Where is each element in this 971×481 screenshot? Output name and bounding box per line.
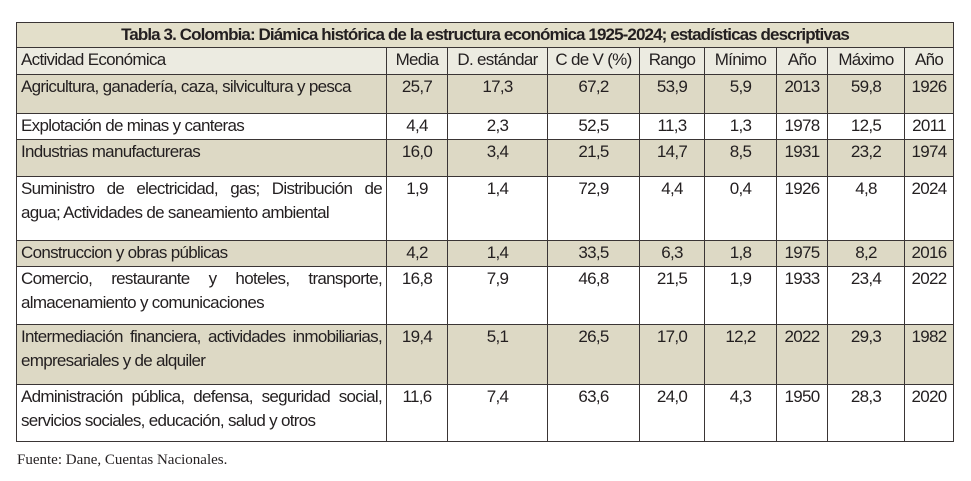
value-cell: 17,0 <box>639 324 705 385</box>
value-cell: 1950 <box>776 384 828 442</box>
activity-cell: Agricultura, ganadería, caza, silvicultu… <box>16 74 387 114</box>
statistics-table: Tabla 3. Colombia: Diámica histórica de … <box>15 22 955 442</box>
column-header: Actividad Económica <box>16 47 387 75</box>
value-cell: 46,8 <box>547 266 640 325</box>
value-cell: 14,7 <box>639 139 705 177</box>
value-cell: 67,2 <box>547 74 640 114</box>
value-cell: 12,5 <box>827 113 905 140</box>
value-cell: 21,5 <box>639 266 705 325</box>
value-cell: 24,0 <box>639 384 705 442</box>
value-cell: 1933 <box>776 266 828 325</box>
value-cell: 1,4 <box>447 240 548 267</box>
activity-cell: Suministro de electricidad, gas; Distrib… <box>16 176 387 241</box>
value-cell: 8,5 <box>704 139 777 177</box>
activity-cell: Administración pública, defensa, segurid… <box>16 384 387 442</box>
column-header: Año <box>903 47 955 75</box>
table-row: Agricultura, ganadería, caza, silvicultu… <box>16 74 955 114</box>
value-cell: 72,9 <box>547 176 640 241</box>
value-cell: 17,3 <box>447 74 548 114</box>
value-cell: 1975 <box>776 240 828 267</box>
value-cell: 19,4 <box>386 324 448 385</box>
value-cell: 33,5 <box>547 240 640 267</box>
value-cell: 26,5 <box>547 324 640 385</box>
value-cell: 1974 <box>903 139 955 177</box>
value-cell: 0,4 <box>704 176 777 241</box>
value-cell: 25,7 <box>386 74 448 114</box>
value-cell: 2024 <box>903 176 955 241</box>
value-cell: 5,9 <box>704 74 777 114</box>
value-cell: 12,2 <box>704 324 777 385</box>
value-cell: 1,9 <box>386 176 448 241</box>
value-cell: 21,5 <box>547 139 640 177</box>
value-cell: 2013 <box>776 74 828 114</box>
value-cell: 7,4 <box>447 384 548 442</box>
column-header: Media <box>386 47 448 75</box>
value-cell: 5,1 <box>447 324 548 385</box>
source-note: Fuente: Dane, Cuentas Nacionales. <box>17 452 228 468</box>
column-header: Año <box>776 47 828 75</box>
value-cell: 28,3 <box>827 384 905 442</box>
column-header: D. estándar <box>447 47 548 75</box>
value-cell: 2020 <box>903 384 955 442</box>
value-cell: 2022 <box>903 266 955 325</box>
value-cell: 1,9 <box>704 266 777 325</box>
activity-cell: Construccion y obras públicas <box>16 240 387 267</box>
value-cell: 2011 <box>903 113 955 140</box>
value-cell: 1931 <box>776 139 828 177</box>
value-cell: 11,6 <box>386 384 448 442</box>
value-cell: 2016 <box>903 240 955 267</box>
value-cell: 4,3 <box>704 384 777 442</box>
table-row: Explotación de minas y canteras 4,4 2,3 52,… <box>16 113 955 140</box>
value-cell: 1,4 <box>447 176 548 241</box>
value-cell: 2,3 <box>447 113 548 140</box>
activity-cell: Comercio, restaurante y hoteles, transpo… <box>16 266 387 325</box>
value-cell: 1,3 <box>704 113 777 140</box>
value-cell: 4,2 <box>386 240 448 267</box>
value-cell: 23,2 <box>827 139 905 177</box>
value-cell: 4,4 <box>386 113 448 140</box>
value-cell: 1926 <box>903 74 955 114</box>
value-cell: 1982 <box>903 324 955 385</box>
column-header: C de V (%) <box>547 47 640 75</box>
value-cell: 53,9 <box>639 74 705 114</box>
table-row: Intermediación financiera, actividades i… <box>16 324 955 385</box>
value-cell: 6,3 <box>639 240 705 267</box>
value-cell: 11,3 <box>639 113 705 140</box>
value-cell: 52,5 <box>547 113 640 140</box>
value-cell: 29,3 <box>827 324 905 385</box>
value-cell: 16,0 <box>386 139 448 177</box>
value-cell: 1926 <box>776 176 828 241</box>
table-row: Industrias manufactureras 16,0 3,4 21,5 14,7… <box>16 139 955 177</box>
column-header: Máximo <box>827 47 905 75</box>
value-cell: 63,6 <box>547 384 640 442</box>
header-row: Actividad Económica Media D. estándar C … <box>16 47 955 75</box>
value-cell: 1978 <box>776 113 828 140</box>
table-row: Administración pública, defensa, segurid… <box>16 384 955 442</box>
table-row: Construccion y obras públicas 4,2 1,4 33,5 6… <box>16 240 955 267</box>
value-cell: 23,4 <box>827 266 905 325</box>
table-row: Suministro de electricidad, gas; Distrib… <box>16 176 955 241</box>
value-cell: 2022 <box>776 324 828 385</box>
column-header: Rango <box>639 47 705 75</box>
activity-cell: Intermediación financiera, actividades i… <box>16 324 387 385</box>
value-cell: 4,4 <box>639 176 705 241</box>
value-cell: 4,8 <box>827 176 905 241</box>
activity-cell: Industrias manufactureras <box>16 139 387 177</box>
value-cell: 59,8 <box>827 74 905 114</box>
table-row: Comercio, restaurante y hoteles, transpo… <box>16 266 955 325</box>
value-cell: 16,8 <box>386 266 448 325</box>
value-cell: 1,8 <box>704 240 777 267</box>
column-header: Mínimo <box>704 47 777 75</box>
table-title: Tabla 3. Colombia: Diámica histórica de … <box>15 22 955 48</box>
activity-cell: Explotación de minas y canteras <box>16 113 387 140</box>
value-cell: 7,9 <box>447 266 548 325</box>
value-cell: 8,2 <box>827 240 905 267</box>
value-cell: 3,4 <box>447 139 548 177</box>
